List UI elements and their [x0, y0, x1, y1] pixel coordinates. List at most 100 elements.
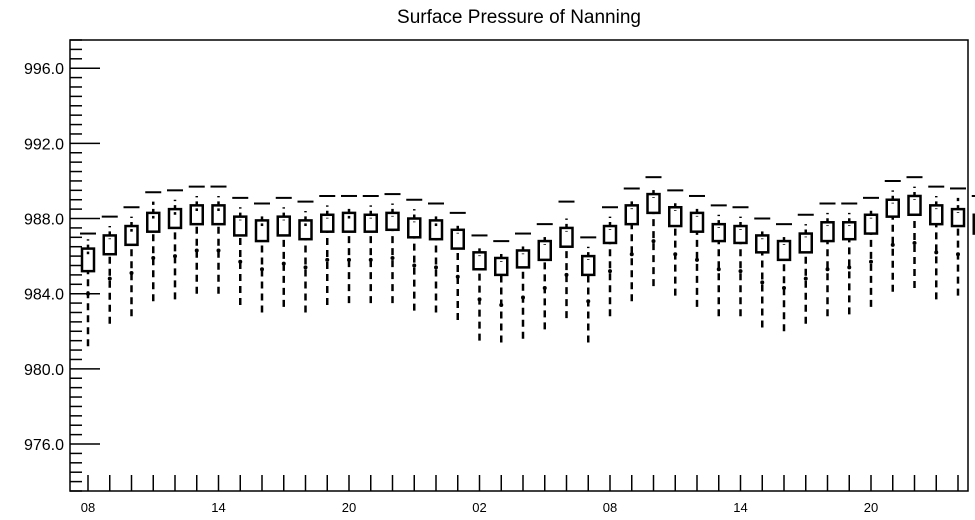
- box-item: [210, 185, 227, 294]
- x-axis: 081420020814200208: [81, 475, 959, 515]
- box-body: [950, 207, 966, 228]
- percentile-10-marker: [564, 272, 569, 277]
- box-body: [711, 222, 726, 243]
- y-axis: 976.0 980.0 984.0 988.0 992.0 996.0: [24, 39, 100, 492]
- y-tick-label: 988.0: [24, 212, 64, 229]
- percentile-10-marker: [651, 239, 656, 244]
- percentile-10-marker: [434, 265, 438, 270]
- box-item: [384, 193, 401, 304]
- percentile-10-marker: [673, 252, 678, 257]
- percentile-10-marker: [477, 297, 482, 302]
- box-body: [363, 213, 378, 233]
- box-item: [275, 196, 292, 307]
- box-body: [407, 217, 422, 239]
- percentile-10-marker: [934, 250, 939, 255]
- percentile-10-marker: [303, 265, 308, 270]
- box-item: [884, 179, 901, 292]
- box-item: [863, 196, 879, 307]
- box-item: [428, 202, 444, 313]
- box-body: [233, 215, 248, 237]
- percentile-10-marker: [260, 267, 264, 272]
- box-item: [123, 206, 140, 317]
- percentile-10-marker: [499, 302, 504, 307]
- box-item: [536, 223, 553, 330]
- box-body: [102, 234, 117, 256]
- percentile-10-marker: [608, 269, 612, 274]
- box-body: [341, 211, 357, 233]
- box-body: [515, 249, 531, 269]
- box-item: [580, 236, 597, 343]
- box-item: [645, 176, 662, 287]
- percentile-10-marker: [86, 291, 90, 296]
- box-item: [449, 211, 466, 320]
- box-body: [581, 254, 596, 277]
- percentile-10-marker: [129, 271, 134, 276]
- box-item: [558, 200, 575, 319]
- box-body: [798, 232, 813, 254]
- box-body: [276, 215, 291, 237]
- percentile-10-marker: [847, 265, 852, 270]
- percentile-10-marker: [107, 276, 112, 281]
- percentile-10-marker: [216, 248, 221, 253]
- box-body: [624, 204, 639, 226]
- percentile-10-marker: [542, 286, 547, 291]
- x-tick-label: 20: [342, 500, 356, 515]
- y-tick-label: 996.0: [24, 61, 64, 78]
- box-body: [907, 194, 922, 217]
- box-item: [971, 194, 975, 235]
- box-body: [602, 224, 618, 245]
- chart-title: Surface Pressure of Nanning: [397, 7, 641, 28]
- box-item: [471, 234, 488, 341]
- box-item: [406, 198, 423, 311]
- x-tick-label: 02: [472, 500, 486, 515]
- box-body: [776, 239, 792, 262]
- box-item: [819, 202, 836, 317]
- y-tick-label: 984.0: [24, 287, 64, 304]
- percentile-10-marker: [173, 254, 177, 259]
- percentile-10-marker: [629, 252, 634, 257]
- percentile-10-marker: [281, 261, 286, 266]
- box-item: [145, 191, 162, 302]
- percentile-10-marker: [803, 276, 808, 281]
- percentile-10-marker: [238, 259, 243, 264]
- percentile-10-marker: [912, 240, 917, 245]
- box-body: [450, 228, 465, 250]
- percentile-10-marker: [782, 286, 786, 291]
- percentile-10-marker: [716, 267, 721, 272]
- box-series: [80, 176, 975, 347]
- box-body: [385, 211, 400, 232]
- percentile-10-marker: [586, 299, 591, 304]
- percentile-10-marker: [194, 248, 199, 253]
- x-tick-label: 08: [603, 500, 617, 515]
- box-body: [167, 207, 183, 230]
- box-item: [623, 187, 640, 302]
- y-tick-label: 980.0: [24, 362, 64, 379]
- box-item: [732, 206, 749, 317]
- box-item: [188, 185, 205, 294]
- percentile-10-marker: [738, 269, 743, 274]
- percentile-10-marker: [869, 259, 873, 264]
- box-body: [298, 219, 313, 241]
- box-item: [602, 206, 618, 317]
- box-item: [950, 187, 966, 296]
- box-item: [710, 204, 727, 317]
- box-item: [80, 232, 96, 347]
- percentile-10-marker: [890, 242, 895, 247]
- box-item: [254, 202, 270, 313]
- x-tick-label: 20: [864, 500, 878, 515]
- box-item: [232, 196, 249, 305]
- percentile-10-marker: [325, 257, 330, 262]
- box-body: [537, 239, 552, 262]
- box-body: [428, 219, 444, 241]
- box-item: [341, 194, 357, 304]
- x-tick-label: 14: [211, 500, 225, 515]
- box-body: [646, 192, 661, 215]
- box-body: [472, 251, 487, 271]
- x-tick-label: 08: [81, 500, 95, 515]
- box-body: [320, 213, 335, 233]
- box-item: [797, 213, 814, 324]
- box-body: [494, 256, 509, 277]
- box-body: [929, 204, 944, 226]
- box-body: [211, 204, 226, 226]
